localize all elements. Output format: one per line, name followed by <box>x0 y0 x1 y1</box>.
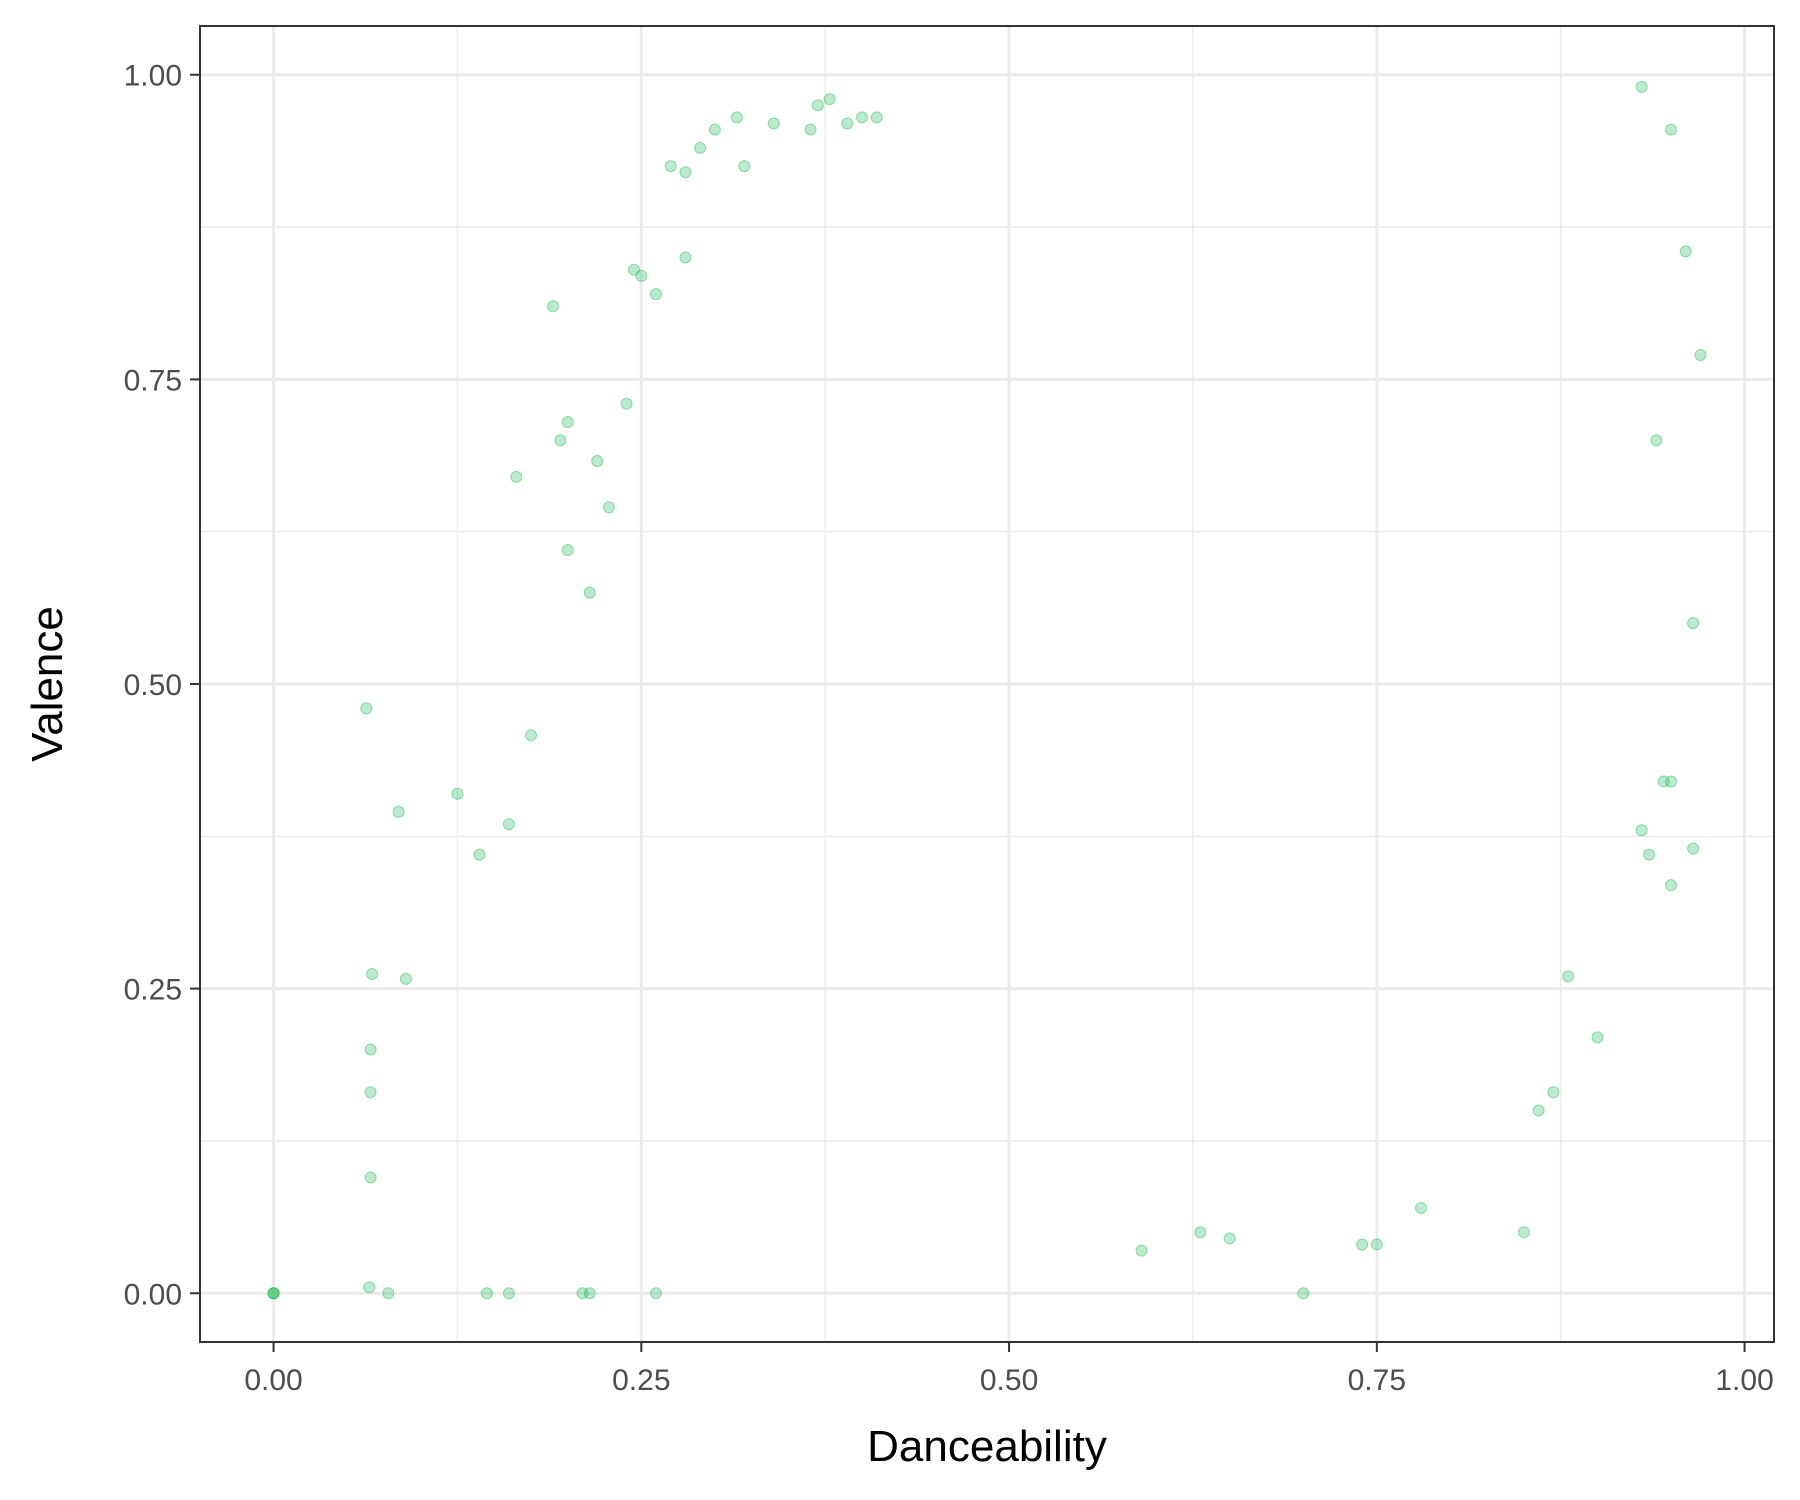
data-point <box>366 968 379 980</box>
data-point <box>738 160 751 173</box>
data-point <box>811 99 824 112</box>
data-point <box>1297 1287 1310 1300</box>
data-point <box>841 117 854 130</box>
x-tick-label: 0.75 <box>1348 1364 1406 1397</box>
data-point <box>382 1287 395 1300</box>
data-point <box>679 251 692 264</box>
x-axis-title: Danceability <box>867 1422 1107 1471</box>
data-point <box>602 501 615 514</box>
data-point <box>1635 824 1648 837</box>
data-point <box>1547 1086 1560 1099</box>
data-point <box>628 263 640 276</box>
y-tick-label: 0.00 <box>124 1278 182 1311</box>
data-point <box>267 1287 280 1300</box>
data-point <box>767 117 780 130</box>
data-point <box>856 111 868 124</box>
data-point <box>267 1287 280 1300</box>
data-point <box>870 111 883 124</box>
data-point <box>708 123 721 136</box>
data-point <box>1650 434 1663 447</box>
data-point <box>804 123 817 136</box>
data-point <box>1415 1202 1427 1214</box>
data-point <box>1135 1244 1148 1257</box>
data-point <box>1223 1232 1236 1245</box>
data-point <box>576 1287 589 1300</box>
data-point <box>473 848 486 861</box>
data-point <box>547 300 559 313</box>
y-tick-label: 0.75 <box>124 364 182 397</box>
x-axis-ticks: 0.00 0.25 0.50 0.75 1.00 <box>244 1342 1774 1397</box>
data-point <box>451 787 464 800</box>
data-point <box>364 1171 377 1184</box>
data-point <box>1665 879 1677 892</box>
y-tick-label: 0.50 <box>124 669 182 702</box>
data-point <box>730 111 743 124</box>
data-point <box>364 1043 377 1056</box>
x-tick-label: 0.25 <box>612 1364 670 1397</box>
x-tick-label: 1.00 <box>1715 1364 1773 1397</box>
data-point <box>554 434 567 447</box>
data-point <box>1635 80 1648 93</box>
data-point <box>502 818 515 831</box>
y-axis-title: Valence <box>23 606 72 762</box>
data-points <box>267 80 1707 1300</box>
data-point <box>561 544 574 556</box>
data-point <box>583 586 596 599</box>
data-point <box>363 1281 376 1294</box>
data-point <box>1679 245 1692 258</box>
data-point <box>1694 349 1707 361</box>
y-tick-label: 0.25 <box>124 974 182 1007</box>
data-point <box>1356 1238 1369 1251</box>
data-point <box>620 397 633 410</box>
data-point <box>267 1287 280 1300</box>
x-tick-label: 0.50 <box>980 1364 1038 1397</box>
data-point <box>650 1287 662 1300</box>
data-point <box>583 1287 596 1300</box>
data-point <box>502 1287 515 1300</box>
data-point <box>679 166 692 179</box>
data-point <box>1591 1031 1604 1044</box>
data-point <box>392 805 405 818</box>
data-point <box>823 93 836 106</box>
data-point <box>1517 1226 1530 1239</box>
data-point <box>510 470 523 483</box>
data-point <box>1665 123 1677 136</box>
data-point <box>525 729 537 742</box>
data-point <box>1665 775 1677 788</box>
y-tick-label: 1.00 <box>124 60 182 93</box>
y-axis-ticks: 0.00 0.25 0.50 0.75 1.00 <box>124 60 200 1311</box>
x-tick-label: 0.00 <box>244 1364 302 1397</box>
data-point <box>1194 1226 1207 1239</box>
data-point <box>480 1287 493 1300</box>
data-point <box>1687 842 1700 855</box>
data-point <box>635 269 648 282</box>
data-point <box>591 455 604 467</box>
data-point <box>1370 1238 1383 1251</box>
data-point <box>694 141 707 154</box>
data-point <box>650 288 662 301</box>
data-point <box>664 160 677 173</box>
data-point <box>1562 970 1575 983</box>
data-point <box>1657 775 1670 788</box>
data-point <box>399 972 412 985</box>
major-grid <box>200 26 1774 1342</box>
data-point <box>1532 1104 1545 1117</box>
data-point <box>360 702 373 715</box>
data-point <box>1687 617 1700 630</box>
data-point <box>1643 848 1655 861</box>
data-point <box>364 1086 377 1099</box>
data-point <box>561 416 574 428</box>
